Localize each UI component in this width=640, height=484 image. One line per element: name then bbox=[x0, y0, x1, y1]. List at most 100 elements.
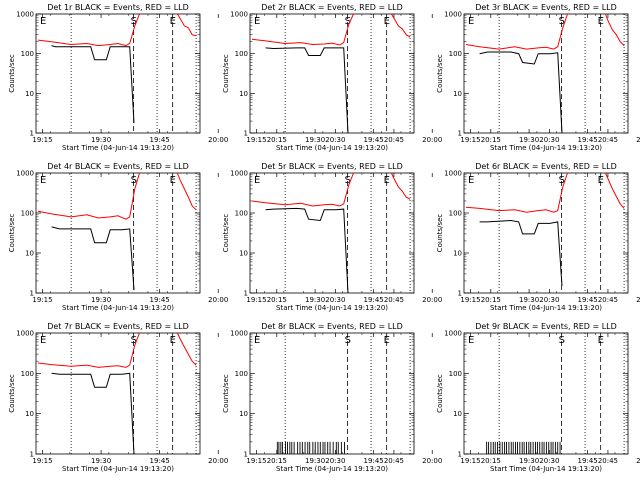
y-tick-label: 1 bbox=[244, 451, 248, 459]
plot-frame bbox=[249, 332, 415, 455]
series-lld-after-gap bbox=[390, 172, 411, 200]
x-tick-label: 20:00 bbox=[422, 457, 442, 465]
x-tick-label: 20:00 bbox=[208, 457, 228, 465]
series-lld-after-gap bbox=[176, 172, 197, 211]
y-axis-label: Counts/sec bbox=[8, 54, 16, 93]
x-tick-label: 20:45 bbox=[384, 296, 404, 304]
x-tick-label: 20:00 bbox=[422, 296, 442, 304]
y-tick-label: 100 bbox=[449, 210, 462, 218]
series-lld bbox=[465, 172, 568, 213]
x-tick-label: 20:15 bbox=[267, 296, 287, 304]
y-tick-label: 1000 bbox=[230, 170, 248, 178]
panel-2: Det 2r BLACK = Events, RED = LLD 1 10 100 10… bbox=[222, 3, 618, 152]
y-tick-label: 1000 bbox=[444, 330, 462, 338]
series-lld-after-gap bbox=[176, 332, 197, 366]
x-tick-label: 19:30 bbox=[305, 136, 325, 144]
y-tick-label: 1 bbox=[458, 451, 462, 459]
x-tick-label: 19:30 bbox=[91, 457, 111, 465]
x-tick-label: 19:15 bbox=[32, 457, 52, 465]
y-tick-label: 1 bbox=[30, 290, 34, 298]
x-tick-label: 20:30 bbox=[539, 136, 559, 144]
x-tick-label: 20:30 bbox=[539, 296, 559, 304]
marker-label: E bbox=[598, 175, 604, 186]
x-tick-label: 19:45 bbox=[150, 296, 170, 304]
y-axis-label: Counts/sec bbox=[8, 374, 16, 413]
x-tick-label: 20:00 bbox=[208, 296, 228, 304]
x-tick-label: 20:30 bbox=[325, 296, 345, 304]
x-tick-label: 20:30 bbox=[325, 136, 345, 144]
y-tick-label: 100 bbox=[449, 50, 462, 58]
x-tick-label: 20:45 bbox=[384, 136, 404, 144]
x-axis-label: Start Time (04-Jun-14 19:13:20) bbox=[276, 304, 388, 312]
x-axis-label: Start Time (04-Jun-14 19:13:20) bbox=[490, 144, 602, 152]
panel-4: Det 4r BLACK = Events, RED = LLD 1 10 100 10… bbox=[8, 162, 404, 312]
y-tick-label: 100 bbox=[235, 370, 248, 378]
x-tick-label: 20:15 bbox=[267, 457, 287, 465]
series-events bbox=[265, 47, 349, 134]
panel-title: Det 3r BLACK = Events, RED = LLD bbox=[475, 3, 617, 12]
y-tick-label: 10 bbox=[25, 250, 34, 258]
series-events bbox=[51, 45, 135, 123]
x-axis-label: Start Time (04-Jun-14 19:13:20) bbox=[62, 304, 174, 312]
x-tick-label: 19:15 bbox=[246, 136, 266, 144]
panel-1: Det 1r BLACK = Events, RED = LLD 1 10 100 10… bbox=[8, 3, 404, 152]
panel-title: Det 9r BLACK = Events, RED = LLD bbox=[475, 322, 617, 331]
x-tick-label: 20:00 bbox=[636, 457, 640, 465]
y-tick-label: 1000 bbox=[444, 170, 462, 178]
x-axis-label: Start Time (04-Jun-14 19:13:20) bbox=[490, 304, 602, 312]
y-tick-label: 1 bbox=[30, 451, 34, 459]
plot-frame bbox=[35, 332, 201, 455]
plot-frame bbox=[35, 172, 201, 294]
series-lld-after-gap bbox=[604, 172, 625, 209]
y-axis-label: Counts/sec bbox=[436, 374, 444, 413]
marker-label: S bbox=[131, 175, 137, 186]
x-tick-label: 20:45 bbox=[598, 296, 618, 304]
marker-label: E bbox=[254, 175, 260, 186]
plot-frame bbox=[249, 13, 415, 134]
x-axis-label: Start Time (04-Jun-14 19:13:20) bbox=[62, 465, 174, 473]
x-tick-label: 20:00 bbox=[422, 136, 442, 144]
plot-frame bbox=[463, 332, 629, 455]
y-tick-label: 10 bbox=[25, 410, 34, 418]
marker-label: E bbox=[468, 16, 474, 27]
x-tick-label: 20:00 bbox=[636, 136, 640, 144]
y-tick-label: 10 bbox=[453, 250, 462, 258]
y-tick-label: 100 bbox=[235, 210, 248, 218]
x-tick-label: 19:45 bbox=[364, 296, 384, 304]
y-tick-label: 100 bbox=[21, 210, 34, 218]
panel-8: Det 8r BLACK = Events, RED = LLD 1 10 100 10… bbox=[222, 322, 618, 473]
x-tick-label: 19:30 bbox=[519, 136, 539, 144]
x-tick-label: 19:30 bbox=[519, 296, 539, 304]
panel-5: Det 5r BLACK = Events, RED = LLD 1 10 100 10… bbox=[222, 162, 618, 312]
y-tick-label: 10 bbox=[239, 90, 248, 98]
x-tick-label: 20:15 bbox=[481, 457, 501, 465]
marker-label: E bbox=[40, 175, 46, 186]
plot-frame bbox=[463, 13, 629, 134]
marker-label: S bbox=[559, 175, 565, 186]
x-tick-label: 19:30 bbox=[305, 296, 325, 304]
x-tick-label: 19:45 bbox=[150, 136, 170, 144]
x-tick-label: 19:15 bbox=[460, 457, 480, 465]
x-tick-label: 19:15 bbox=[32, 296, 52, 304]
y-tick-label: 1 bbox=[244, 290, 248, 298]
x-tick-label: 19:45 bbox=[364, 136, 384, 144]
y-tick-label: 1 bbox=[458, 130, 462, 138]
series-lld bbox=[465, 13, 568, 50]
x-tick-label: 19:30 bbox=[305, 457, 325, 465]
plot-frame bbox=[463, 172, 629, 294]
series-lld-after-gap bbox=[604, 13, 625, 46]
marker-label: S bbox=[559, 335, 565, 346]
x-tick-label: 20:45 bbox=[598, 457, 618, 465]
y-tick-label: 100 bbox=[21, 50, 34, 58]
y-tick-label: 100 bbox=[449, 370, 462, 378]
x-tick-label: 19:45 bbox=[578, 457, 598, 465]
series-events bbox=[265, 207, 349, 294]
y-tick-label: 1 bbox=[30, 130, 34, 138]
series-lld bbox=[251, 172, 354, 207]
series-events bbox=[51, 372, 135, 455]
x-tick-label: 20:15 bbox=[481, 136, 501, 144]
y-axis-label: Counts/sec bbox=[222, 54, 230, 93]
x-tick-label: 19:15 bbox=[246, 457, 266, 465]
panel-3: Det 3r BLACK = Events, RED = LLD 1 10 100 10… bbox=[436, 3, 640, 152]
